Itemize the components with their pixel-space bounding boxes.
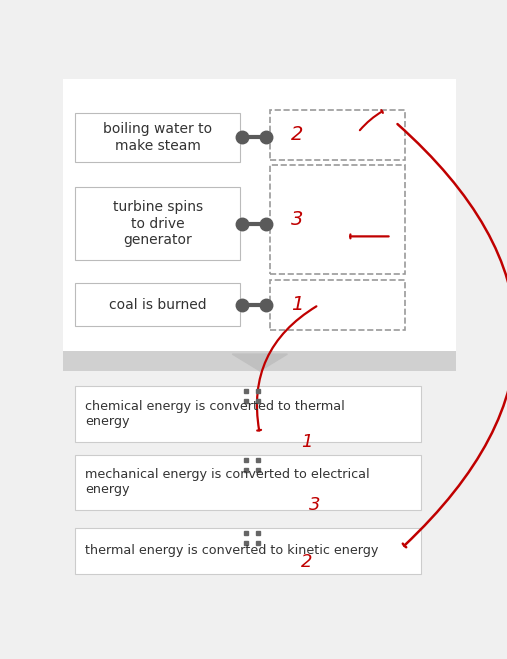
Text: boiling water to
make steam: boiling water to make steam xyxy=(103,123,212,152)
FancyBboxPatch shape xyxy=(75,283,240,326)
Text: 3: 3 xyxy=(309,496,320,514)
FancyBboxPatch shape xyxy=(75,455,421,510)
FancyBboxPatch shape xyxy=(63,351,456,371)
Text: turbine spins
to drive
generator: turbine spins to drive generator xyxy=(113,200,203,247)
Text: coal is burned: coal is burned xyxy=(109,298,206,312)
FancyBboxPatch shape xyxy=(75,528,421,574)
Text: 1: 1 xyxy=(301,433,313,451)
Text: 3: 3 xyxy=(291,210,303,229)
Text: thermal energy is converted to kinetic energy: thermal energy is converted to kinetic e… xyxy=(85,544,378,558)
Text: 1: 1 xyxy=(291,295,303,314)
Text: 2: 2 xyxy=(301,553,313,571)
Text: 2: 2 xyxy=(291,125,303,144)
FancyBboxPatch shape xyxy=(63,79,456,353)
Text: chemical energy is converted to thermal
energy: chemical energy is converted to thermal … xyxy=(85,400,345,428)
Polygon shape xyxy=(232,354,287,371)
FancyBboxPatch shape xyxy=(75,187,240,260)
Text: mechanical energy is converted to electrical
energy: mechanical energy is converted to electr… xyxy=(85,469,370,496)
FancyBboxPatch shape xyxy=(75,386,421,442)
FancyBboxPatch shape xyxy=(75,113,240,161)
